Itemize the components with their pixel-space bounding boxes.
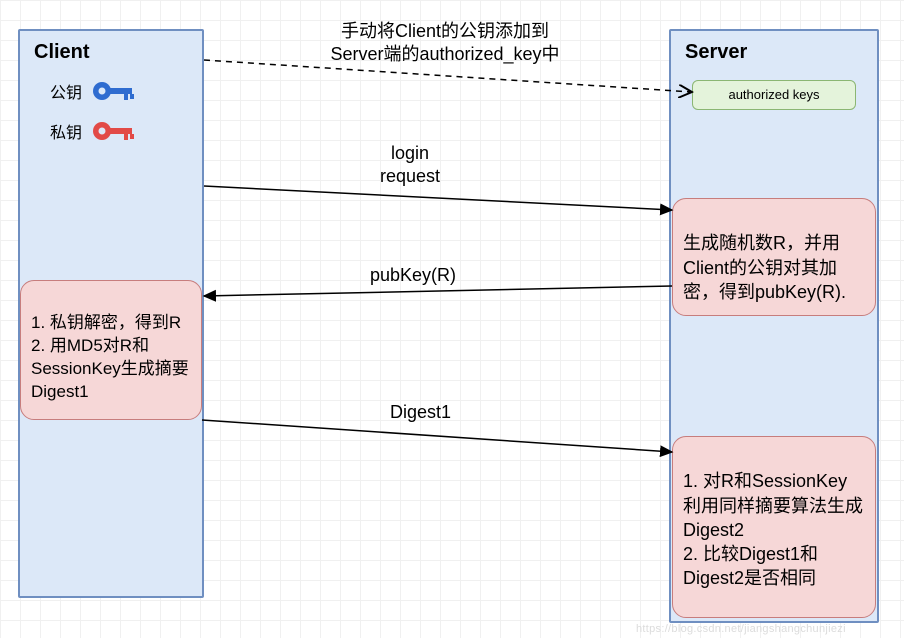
message-login-label: login request [380,142,440,187]
message-digest1-label: Digest1 [390,401,451,424]
key-icon [90,78,136,104]
server-note-digest2: 1. 对R和SessionKey利用同样摘要算法生成Digest2 2. 比较D… [672,436,876,618]
authorized-keys-label: authorized keys [728,87,819,102]
public-key-label: 公钥 [50,79,82,103]
public-key-row: 公钥 [50,78,136,104]
server-note2-text: 1. 对R和SessionKey利用同样摘要算法生成Digest2 2. 比较D… [683,471,863,588]
message-pubkey-label: pubKey(R) [370,264,456,287]
server-note-generate-r: 生成随机数R，并用Client的公钥对其加密，得到pubKey(R). [672,198,876,316]
client-title: Client [20,31,202,74]
client-note: 1. 私钥解密，得到R 2. 用MD5对R和SessionKey生成摘要Dige… [20,280,202,420]
authorized-keys-box: authorized keys [692,80,856,110]
private-key-label: 私钥 [50,119,82,143]
private-key-row: 私钥 [50,118,136,144]
client-note-text: 1. 私钥解密，得到R 2. 用MD5对R和SessionKey生成摘要Dige… [31,313,189,401]
top-description-label: 手动将Client的公钥添加到 Server端的authorized_key中 [300,20,590,65]
server-note1-text: 生成随机数R，并用Client的公钥对其加密，得到pubKey(R). [683,233,846,302]
key-icon [90,118,136,144]
watermark-text: https://blog.csdn.net/jiangshangchunjiez… [636,623,846,635]
server-title: Server [671,31,877,74]
